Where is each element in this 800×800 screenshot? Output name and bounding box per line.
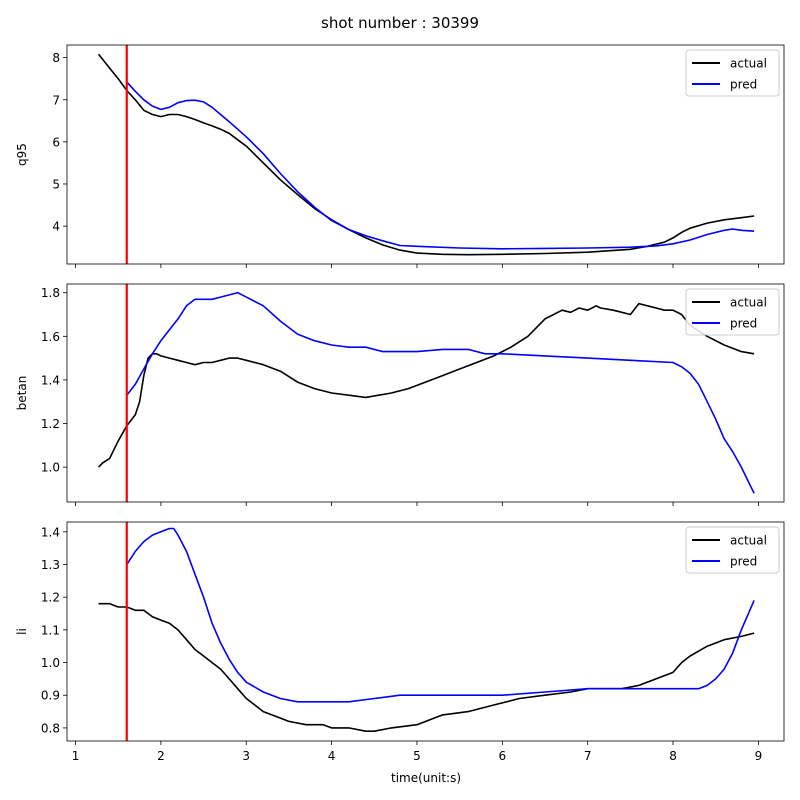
figure-title: shot number : 30399 xyxy=(321,14,479,32)
li-ytick-label: 1.2 xyxy=(41,591,60,605)
li-xtick-label: 5 xyxy=(413,749,421,763)
li-xtick-label: 8 xyxy=(669,749,677,763)
li-ytick-label: 0.8 xyxy=(41,721,60,735)
q95-lines xyxy=(97,45,755,264)
betan-ytick-label: 1.0 xyxy=(41,461,60,475)
q95-ylabel: q95 xyxy=(15,143,29,166)
li-legend-actual-label: actual xyxy=(730,534,767,548)
betan-lines xyxy=(98,284,755,502)
li-xtick-label: 9 xyxy=(755,749,763,763)
li-xtick-label: 2 xyxy=(157,749,165,763)
li-pred-line xyxy=(126,527,755,703)
li-xtick-label: 1 xyxy=(72,749,80,763)
li-ytick-label: 0.9 xyxy=(41,689,60,703)
li-legend-pred-label: pred xyxy=(730,555,757,569)
li-ytick-label: 1.0 xyxy=(41,656,60,670)
q95-legend-actual-label: actual xyxy=(730,57,767,71)
q95-pred-line xyxy=(126,81,755,250)
li-actual-line xyxy=(98,602,755,733)
betan-ylabel: betan xyxy=(15,376,29,411)
li-xtick-label: 4 xyxy=(328,749,336,763)
betan-ytick-label: 1.8 xyxy=(41,286,60,300)
q95-axes-frame xyxy=(66,44,785,265)
q95-ytick-label: 8 xyxy=(52,51,60,65)
betan-ytick-label: 1.6 xyxy=(41,330,60,344)
li-xtick-label: 3 xyxy=(242,749,250,763)
x-axis-label: time(unit:s) xyxy=(391,771,461,785)
li-lines xyxy=(98,522,755,741)
li-ytick-label: 1.1 xyxy=(41,623,60,637)
subplot-betan: 1.0 1.2 1.4 1.6 1.8 betan actual pred xyxy=(15,283,785,506)
subplot-li: 0.8 0.9 1.0 1.1 1.2 1.3 1.4 1 2 3 4 5 6 7 8 9 li actual… xyxy=(15,521,785,763)
subplot-q95: 4 5 6 7 8 q95 actual pred xyxy=(15,44,785,268)
betan-pred-line xyxy=(126,291,755,494)
betan-legend-pred-label: pred xyxy=(730,317,757,331)
q95-ytick-label: 4 xyxy=(52,220,60,234)
q95-ytick-label: 6 xyxy=(52,135,60,149)
li-xtick-label: 7 xyxy=(584,749,592,763)
li-axes-frame xyxy=(66,521,785,742)
q95-actual-line xyxy=(97,53,755,256)
li-ylabel: li xyxy=(15,628,29,635)
li-ytick-label: 1.4 xyxy=(41,525,60,539)
betan-legend-actual-label: actual xyxy=(730,296,767,310)
q95-legend-pred-label: pred xyxy=(730,78,757,92)
betan-ytick-label: 1.2 xyxy=(41,417,60,431)
q95-ticks: 4 5 6 7 8 xyxy=(52,51,759,268)
betan-axes-frame xyxy=(66,283,785,503)
q95-ytick-label: 7 xyxy=(52,93,60,107)
li-ytick-label: 1.3 xyxy=(41,558,60,572)
betan-ticks: 1.0 1.2 1.4 1.6 1.8 xyxy=(41,286,759,506)
li-legend: actual pred xyxy=(685,526,780,574)
betan-legend: actual pred xyxy=(685,288,780,336)
li-xtick-label: 6 xyxy=(499,749,507,763)
q95-legend: actual pred xyxy=(685,49,780,97)
betan-ytick-label: 1.4 xyxy=(41,373,60,387)
li-ticks: 0.8 0.9 1.0 1.1 1.2 1.3 1.4 1 2 3 4 5 6 7 8 9 xyxy=(41,525,762,763)
q95-ytick-label: 5 xyxy=(52,177,60,191)
